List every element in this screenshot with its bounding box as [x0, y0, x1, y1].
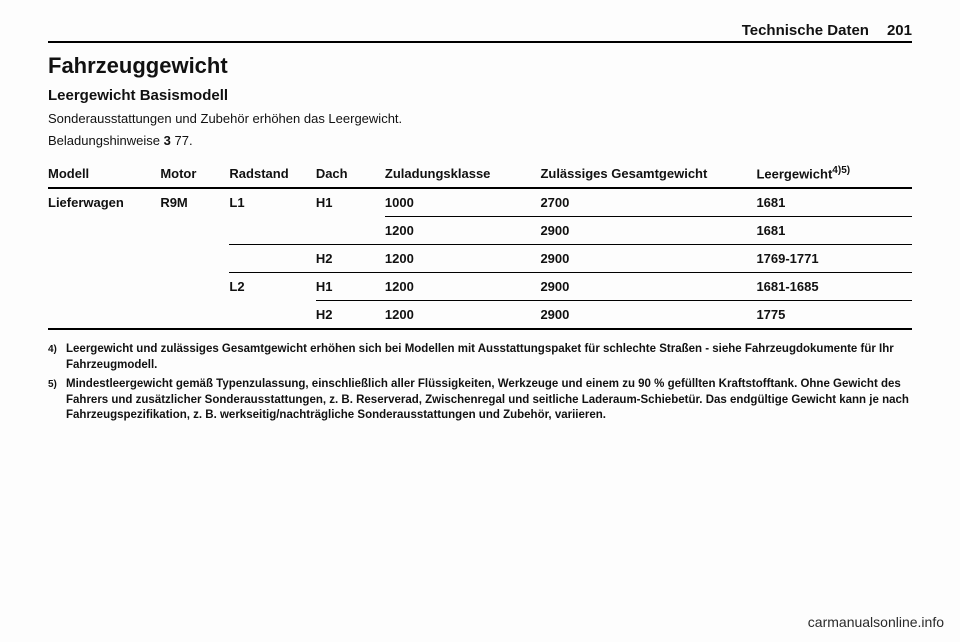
col-wheelbase: Radstand	[229, 159, 315, 188]
cell-loadclass: 1200	[385, 273, 541, 301]
cell-motor: R9M	[160, 188, 229, 217]
table-row: H2 1200 2900 1775	[48, 301, 912, 330]
body-line-2b: 77.	[171, 133, 193, 148]
cell-motor	[160, 301, 229, 330]
cell-loadclass: 1200	[385, 217, 541, 245]
cell-loadclass: 1200	[385, 245, 541, 273]
weights-table: Modell Motor Radstand Dach Zuladungsklas…	[48, 159, 912, 330]
cell-loadclass: 1200	[385, 301, 541, 330]
cell-kerb: 1769-1771	[756, 245, 912, 273]
cell-roof	[316, 217, 385, 245]
col-kerb-sup: 4)5)	[832, 165, 850, 176]
footnote-5-mark: 5)	[48, 377, 66, 424]
footnote-5-text: Mindestleergewicht gemäß Typenzulassung,…	[66, 377, 912, 424]
section-title: Fahrzeuggewicht	[48, 53, 912, 79]
cell-model	[48, 245, 160, 273]
sub-title: Leergewicht Basismodell	[48, 87, 912, 104]
cell-wheelbase: L2	[229, 273, 315, 301]
cell-motor	[160, 273, 229, 301]
table-row: Lieferwagen R9M L1 H1 1000 2700 1681	[48, 188, 912, 217]
col-roof: Dach	[316, 159, 385, 188]
table-body: Lieferwagen R9M L1 H1 1000 2700 1681 120…	[48, 188, 912, 329]
cell-kerb: 1775	[756, 301, 912, 330]
cell-gvw: 2900	[540, 273, 756, 301]
cell-roof: H1	[316, 273, 385, 301]
chapter-title: Technische Daten	[742, 22, 869, 39]
table-header-row: Modell Motor Radstand Dach Zuladungsklas…	[48, 159, 912, 188]
reference-icon: 3	[164, 132, 171, 150]
cell-roof: H2	[316, 245, 385, 273]
cell-motor	[160, 217, 229, 245]
cell-model	[48, 301, 160, 330]
footnotes: 4) Leergewicht und zulässiges Gesamtgewi…	[48, 342, 912, 424]
cell-wheelbase	[229, 301, 315, 330]
col-motor: Motor	[160, 159, 229, 188]
cell-wheelbase: L1	[229, 188, 315, 217]
col-loadclass: Zuladungsklasse	[385, 159, 541, 188]
col-kerb: Leergewicht4)5)	[756, 159, 912, 188]
cell-kerb: 1681	[756, 217, 912, 245]
cell-roof: H2	[316, 301, 385, 330]
footnote-4-text: Leergewicht und zulässiges Gesamtgewicht…	[66, 342, 912, 373]
table-row: H2 1200 2900 1769-1771	[48, 245, 912, 273]
watermark: carmanualsonline.info	[808, 614, 944, 630]
col-gvw: Zulässiges Gesamtgewicht	[540, 159, 756, 188]
table-row: L2 H1 1200 2900 1681-1685	[48, 273, 912, 301]
table-head: Modell Motor Radstand Dach Zuladungsklas…	[48, 159, 912, 188]
footnote-4-mark: 4)	[48, 342, 66, 373]
cell-kerb: 1681	[756, 188, 912, 217]
cell-gvw: 2900	[540, 245, 756, 273]
cell-kerb: 1681-1685	[756, 273, 912, 301]
cell-wheelbase	[229, 217, 315, 245]
body-line-1: Sonderausstattungen und Zubehör erhöhen …	[48, 110, 912, 128]
page-container: Technische Daten 201 Fahrzeuggewicht Lee…	[0, 0, 960, 424]
cell-model	[48, 273, 160, 301]
col-model: Modell	[48, 159, 160, 188]
body-line-2a: Beladungshinweise	[48, 133, 164, 148]
cell-gvw: 2700	[540, 188, 756, 217]
footnote-5: 5) Mindestleergewicht gemäß Typenzulassu…	[48, 377, 912, 424]
cell-model: Lieferwagen	[48, 188, 160, 217]
page-header: Technische Daten 201	[48, 22, 912, 43]
footnote-4: 4) Leergewicht und zulässiges Gesamtgewi…	[48, 342, 912, 373]
page-number: 201	[887, 22, 912, 39]
cell-gvw: 2900	[540, 217, 756, 245]
cell-loadclass: 1000	[385, 188, 541, 217]
cell-motor	[160, 245, 229, 273]
body-line-2: Beladungshinweise 3 77.	[48, 132, 912, 150]
table-row: 1200 2900 1681	[48, 217, 912, 245]
col-kerb-label: Leergewicht	[756, 166, 832, 181]
cell-roof: H1	[316, 188, 385, 217]
cell-wheelbase	[229, 245, 315, 273]
cell-gvw: 2900	[540, 301, 756, 330]
cell-model	[48, 217, 160, 245]
